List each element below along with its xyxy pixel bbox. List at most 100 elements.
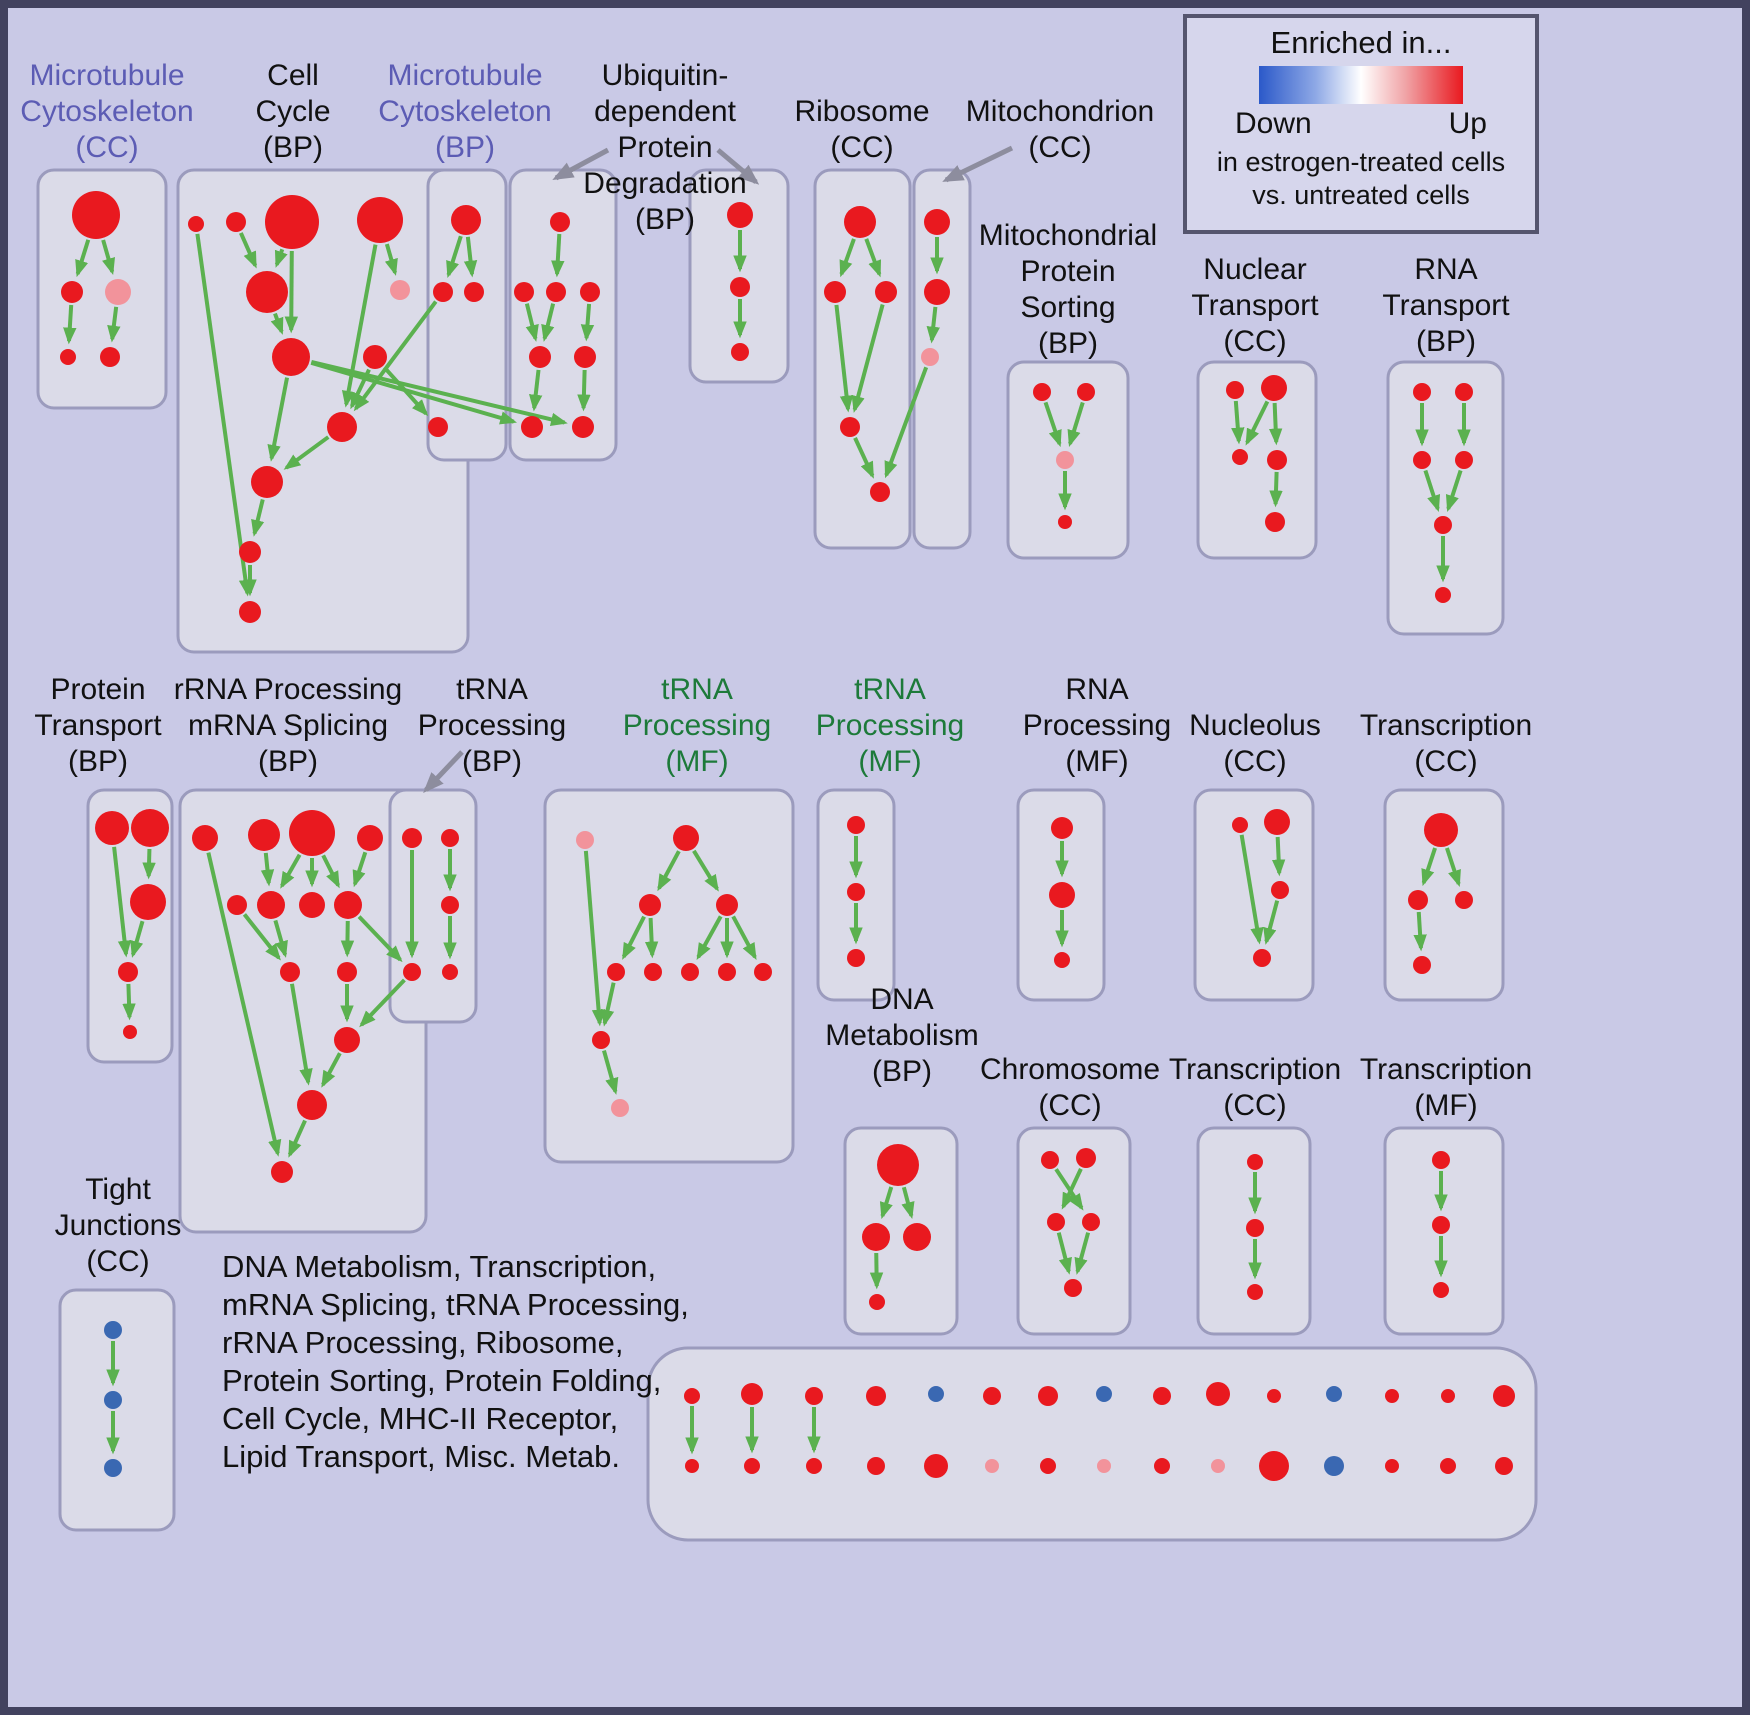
- go-term-node-n12: [1154, 1458, 1170, 1474]
- cluster-box-trna-processing-bp: [388, 788, 478, 1024]
- go-term-node-o5: [805, 1387, 823, 1405]
- go-term-node-r3: [875, 281, 897, 303]
- go-term-node-n20: [1385, 1459, 1399, 1473]
- go-term-node-i4: [1082, 1213, 1100, 1231]
- go-term-node-z3: [847, 949, 865, 967]
- legend-box: Enriched in... Down Up in estrogen-treat…: [1183, 14, 1539, 234]
- go-term-node-w2: [1455, 383, 1473, 401]
- go-term-node-a1: [72, 191, 120, 239]
- edge-f3-f4: [1263, 900, 1280, 945]
- edge-b7-u7: [310, 360, 517, 425]
- go-term-node-u2: [514, 282, 534, 302]
- go-term-node-f1: [1232, 817, 1248, 833]
- edge-a1-a2: [75, 239, 91, 278]
- edge-r3-r4: [851, 304, 885, 413]
- go-term-node-n22: [1440, 1458, 1456, 1474]
- go-term-node-x2: [441, 829, 459, 847]
- go-term-node-n9: [1096, 1386, 1112, 1402]
- edge-r1-r2: [839, 238, 856, 278]
- go-term-node-s10: [337, 962, 357, 982]
- edge-a2-a4: [63, 304, 77, 345]
- go-term-node-n23: [1493, 1385, 1515, 1407]
- cluster-box-misc-bottom: [646, 1346, 1538, 1542]
- go-term-node-e1: [1051, 817, 1073, 839]
- go-term-node-y6: [644, 963, 662, 981]
- edge-s2-s6: [260, 852, 275, 887]
- edge-s9-s12: [289, 983, 313, 1086]
- edge-v2-v4: [1268, 402, 1283, 446]
- go-term-node-s13: [271, 1161, 293, 1183]
- legend-axis-labels: Down Up: [1235, 106, 1487, 142]
- go-term-node-f4: [1253, 949, 1271, 967]
- edge-b4-b9: [341, 244, 378, 408]
- annotation-arrow-ubiquitin-left: [552, 147, 610, 181]
- edge-i3-i5: [1056, 1232, 1072, 1275]
- edge-x4-s11: [359, 978, 406, 1028]
- edge-v1-v3: [1231, 400, 1245, 445]
- go-term-node-w5: [1434, 516, 1452, 534]
- cluster-box-tight-junctions-cc: [58, 1288, 176, 1532]
- go-term-node-m3: [464, 282, 484, 302]
- go-term-node-t1: [95, 811, 129, 845]
- go-term-node-q2: [924, 279, 950, 305]
- edge-v2-v3: [1245, 400, 1270, 446]
- edge-t1-t4: [112, 846, 132, 958]
- go-term-node-o2: [685, 1459, 699, 1473]
- cluster-box-mitochondrion-cc: [912, 168, 972, 550]
- go-term-node-s6: [257, 891, 285, 919]
- edge-y4-y7: [696, 915, 723, 961]
- annotation-arrow-ubiquitin-right: [716, 148, 760, 185]
- go-term-node-n4: [924, 1454, 948, 1478]
- go-term-node-r2: [824, 281, 846, 303]
- go-term-node-p4: [1058, 515, 1072, 529]
- edge-g2-g4: [1413, 911, 1427, 952]
- go-term-node-u5: [529, 346, 551, 368]
- go-term-node-n2: [867, 1457, 885, 1475]
- go-term-node-o6: [806, 1458, 822, 1474]
- edge-s4-s8: [352, 851, 368, 888]
- go-term-node-q1: [924, 209, 950, 235]
- edge-i1-i4: [1054, 1168, 1084, 1211]
- legend-subtitle: in estrogen-treated cells vs. untreated …: [1217, 146, 1505, 212]
- go-term-node-y8: [718, 963, 736, 981]
- go-term-node-a4: [60, 349, 76, 365]
- go-term-node-r4: [840, 417, 860, 437]
- edge-y5-y10: [600, 982, 616, 1027]
- edge-u4-u6: [580, 303, 595, 342]
- legend-up-label: Up: [1448, 107, 1487, 140]
- go-term-node-s5: [227, 895, 247, 915]
- edge-q2-q3: [926, 306, 940, 344]
- cluster-box-ribosome-cc: [813, 168, 912, 550]
- edge-y3-y5: [621, 915, 646, 960]
- go-term-node-w3: [1413, 451, 1431, 469]
- go-term-node-h2: [862, 1223, 890, 1251]
- go-term-node-n17: [1326, 1386, 1342, 1402]
- cluster-box-microtubule-cc: [36, 168, 168, 410]
- annotation-arrows-layer: [423, 145, 1014, 794]
- edge-p1-p3: [1043, 401, 1062, 448]
- go-term-node-n13: [1206, 1382, 1230, 1406]
- edge-y4-y9: [731, 915, 757, 960]
- go-term-node-k1: [1432, 1151, 1450, 1169]
- edge-a1-a3: [101, 239, 116, 276]
- go-term-node-r5: [870, 482, 890, 502]
- go-term-node-y11: [611, 1099, 629, 1117]
- go-term-node-w4: [1455, 451, 1473, 469]
- go-term-node-n11: [1153, 1387, 1171, 1405]
- go-term-node-v2: [1261, 375, 1287, 401]
- go-term-node-j1: [1247, 1154, 1263, 1170]
- edge-s11-s12: [321, 1052, 342, 1088]
- go-term-node-n15: [1267, 1389, 1281, 1403]
- edge-b7-u8: [310, 359, 568, 426]
- go-term-node-f2: [1264, 809, 1290, 835]
- edge-s3-s6: [280, 853, 302, 889]
- go-term-node-u6: [574, 346, 596, 368]
- annotation-arrow-mitochondrion: [942, 145, 1014, 183]
- go-term-node-n24: [1495, 1457, 1513, 1475]
- edge-b9-b10: [283, 435, 330, 470]
- go-term-node-n21: [1441, 1389, 1455, 1403]
- go-term-node-o4: [744, 1458, 760, 1474]
- edge-b4-b6: [384, 243, 398, 276]
- go-term-node-o1: [684, 1388, 700, 1404]
- edge-u6-u8: [577, 369, 591, 412]
